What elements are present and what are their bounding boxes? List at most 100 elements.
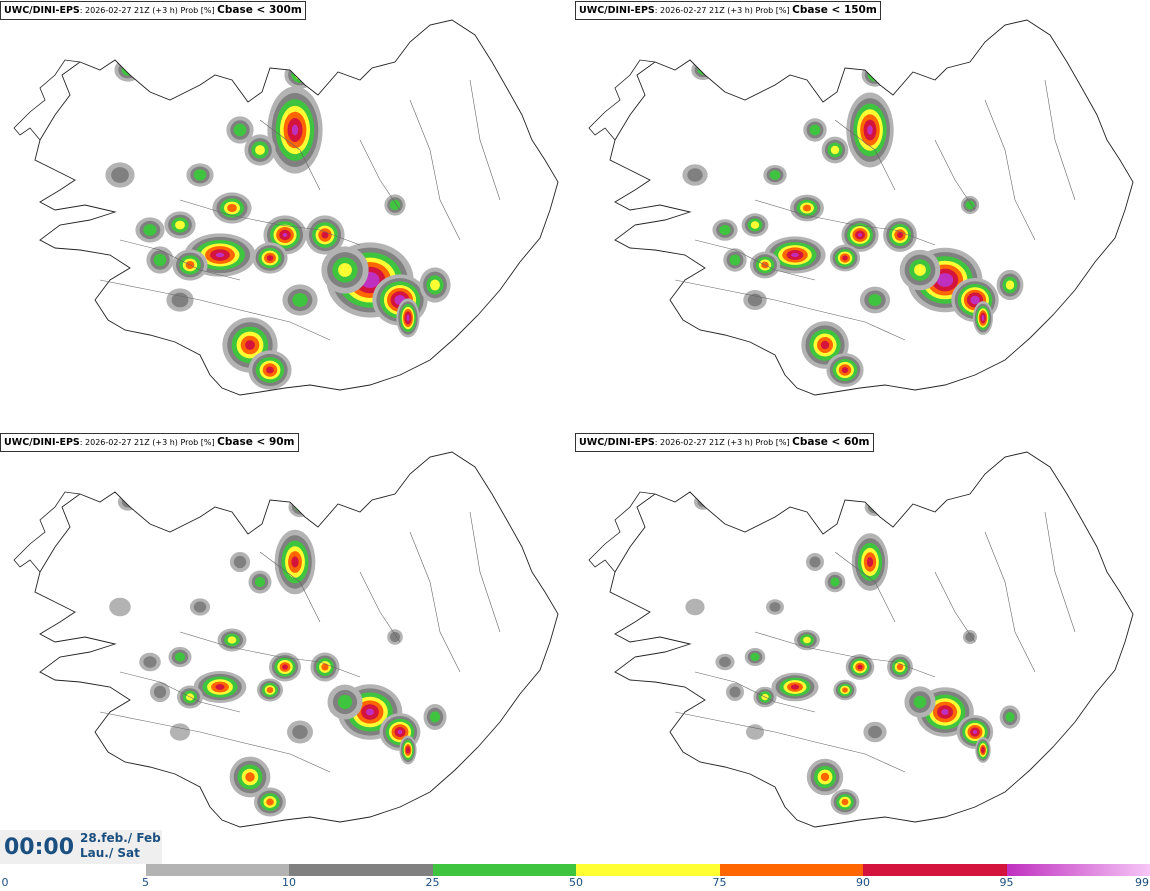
prob-10-25 <box>965 632 975 642</box>
map-iceland <box>588 19 1134 396</box>
coastline <box>34 19 559 396</box>
colorbar-segment <box>145 864 289 876</box>
prob-25-50 <box>965 200 975 210</box>
prob-75-90 <box>842 687 848 693</box>
prob-25-50 <box>868 294 882 306</box>
region-boundary <box>99 279 201 301</box>
prob-5-10 <box>746 724 764 740</box>
coastline <box>609 451 1134 828</box>
panel-title: UWC/DINI-EPS: 2026-02-27 21Z (+3 h) Prob… <box>575 433 874 452</box>
region-boundary <box>359 571 401 643</box>
region-boundary <box>934 571 976 643</box>
probability-field <box>682 60 1024 387</box>
prob-90-95 <box>291 556 299 568</box>
date-line-2: Lau./ Sat <box>80 846 140 860</box>
prob-90-95 <box>897 232 903 238</box>
prob-75-90 <box>266 687 274 693</box>
coastline-westfjords <box>588 59 656 141</box>
region-boundary <box>259 119 321 191</box>
panel-title: UWC/DINI-EPS: 2026-02-27 21Z (+3 h) Prob… <box>0 433 299 452</box>
prob-25-50 <box>830 577 840 587</box>
region-boundary <box>409 99 461 241</box>
region-boundary <box>1044 511 1076 633</box>
region-boundary <box>199 731 331 773</box>
prob-5-10 <box>109 597 131 617</box>
prob-25-50 <box>750 652 760 662</box>
prob-95-99 <box>970 295 980 305</box>
prob-90-95 <box>321 231 329 239</box>
prob-95-99 <box>936 273 954 287</box>
region-boundary <box>119 671 241 713</box>
panel-title: UWC/DINI-EPS: 2026-02-27 21Z (+3 h) Prob… <box>575 1 881 20</box>
prob-75-90 <box>896 663 904 671</box>
time-box <box>0 830 162 864</box>
colorbar-tick-label: 95 <box>999 876 1014 889</box>
prob-75-90 <box>227 204 237 212</box>
region-boundary <box>409 531 461 673</box>
colorbar-segment <box>289 864 433 876</box>
prob-25-50 <box>913 695 927 709</box>
run-info: : 2026-02-27 21Z (+3 h) Prob [%] <box>654 6 790 15</box>
prob-95-99 <box>791 253 799 257</box>
prob-50-75 <box>750 221 760 229</box>
prob-25-50 <box>294 502 306 512</box>
threshold-label: Cbase < 90m <box>217 436 295 448</box>
colorbar-segment <box>576 864 720 876</box>
threshold-label: Cbase < 150m <box>792 4 877 16</box>
prob-75-90 <box>802 204 812 212</box>
region-boundary <box>179 631 361 678</box>
prob-25-50 <box>143 224 157 236</box>
coastline-westfjords <box>588 491 656 573</box>
prob-90-95 <box>266 366 274 374</box>
colorbar-tick-label: 5 <box>142 876 149 889</box>
prob-50-75 <box>830 145 840 155</box>
prob-75-90 <box>820 772 830 782</box>
model-name: UWC/DINI-EPS <box>4 437 80 448</box>
valid-time: 00:00 <box>4 835 75 860</box>
prob-25-50 <box>193 169 207 181</box>
prob-10-25 <box>233 555 247 569</box>
colorbar-tick-label: 0 <box>1 876 9 889</box>
run-info: : 2026-02-27 21Z (+3 h) Prob [%] <box>79 438 215 447</box>
prob-95-99 <box>282 233 288 237</box>
prob-50-75 <box>338 263 352 277</box>
valid-date: 28.feb./ Feb Lau./ Sat <box>80 831 161 861</box>
prob-10-25 <box>687 168 703 182</box>
prob-10-25 <box>153 685 167 699</box>
prob-90-95 <box>820 340 830 350</box>
prob-10-25 <box>389 631 401 643</box>
region-boundary <box>674 711 776 733</box>
prob-50-75 <box>227 636 237 644</box>
run-info: : 2026-02-27 21Z (+3 h) Prob [%] <box>654 438 790 447</box>
region-boundary <box>754 631 936 678</box>
prob-10-25 <box>694 62 712 78</box>
panel-title: UWC/DINI-EPS: 2026-02-27 21Z (+3 h) Prob… <box>0 1 306 20</box>
colorbar-tick-label: 90 <box>856 876 870 889</box>
prob-95-99 <box>972 730 978 734</box>
panel-cbase-150: UWC/DINI-EPS: 2026-02-27 21Z (+3 h) Prob… <box>575 0 1150 430</box>
prob-90-95 <box>842 255 848 261</box>
region-boundary <box>179 199 361 246</box>
model-name: UWC/DINI-EPS <box>579 5 655 16</box>
prob-25-50 <box>254 576 266 588</box>
prob-50-75 <box>914 264 926 276</box>
prob-95-99 <box>406 314 410 322</box>
prob-95-99 <box>858 233 862 237</box>
prob-25-50 <box>292 293 308 307</box>
region-boundary <box>834 551 896 623</box>
prob-10-25 <box>111 167 129 183</box>
prob-10-25 <box>193 601 207 613</box>
prob-95-99 <box>941 709 949 715</box>
region-boundary <box>359 139 401 211</box>
model-name: UWC/DINI-EPS <box>4 5 80 16</box>
date-line-1: 28.feb./ Feb <box>80 831 161 845</box>
prob-10-25 <box>868 725 882 739</box>
prob-75-90 <box>321 663 329 671</box>
coastline-westfjords <box>13 491 81 573</box>
probability-field <box>105 58 451 390</box>
coastline-westfjords <box>13 59 81 141</box>
region-boundary <box>694 239 816 281</box>
region-boundary <box>674 279 776 301</box>
region-boundary <box>119 239 241 281</box>
prob-25-50 <box>121 64 135 76</box>
